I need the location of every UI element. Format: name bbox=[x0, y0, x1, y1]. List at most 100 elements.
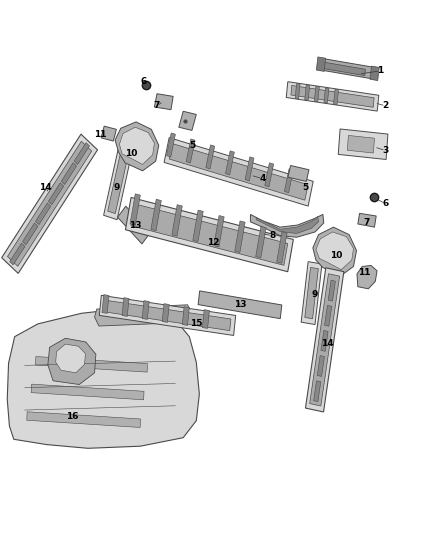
Polygon shape bbox=[357, 265, 377, 289]
Polygon shape bbox=[162, 304, 169, 322]
Polygon shape bbox=[118, 206, 150, 244]
Text: 11: 11 bbox=[358, 269, 370, 277]
Polygon shape bbox=[2, 134, 98, 273]
Polygon shape bbox=[324, 88, 329, 103]
Polygon shape bbox=[277, 232, 287, 263]
Polygon shape bbox=[347, 135, 374, 153]
Polygon shape bbox=[202, 310, 209, 328]
Polygon shape bbox=[23, 223, 38, 245]
Polygon shape bbox=[102, 295, 109, 313]
Polygon shape bbox=[370, 66, 379, 80]
Polygon shape bbox=[108, 155, 128, 214]
Text: 5: 5 bbox=[302, 183, 309, 192]
Text: 7: 7 bbox=[154, 101, 160, 110]
Text: 1: 1 bbox=[378, 67, 384, 75]
Polygon shape bbox=[321, 62, 365, 76]
Polygon shape bbox=[291, 85, 374, 107]
Text: 5: 5 bbox=[190, 141, 196, 150]
Polygon shape bbox=[35, 357, 148, 372]
Polygon shape bbox=[154, 94, 173, 110]
Polygon shape bbox=[214, 215, 224, 247]
Polygon shape bbox=[49, 183, 64, 205]
Polygon shape bbox=[305, 268, 344, 412]
Polygon shape bbox=[295, 84, 300, 99]
Polygon shape bbox=[256, 227, 266, 258]
Polygon shape bbox=[151, 199, 161, 231]
Text: 4: 4 bbox=[259, 174, 266, 183]
Polygon shape bbox=[61, 163, 77, 184]
Polygon shape bbox=[319, 58, 377, 79]
Text: 7: 7 bbox=[364, 219, 370, 228]
Text: 8: 8 bbox=[269, 231, 276, 240]
Polygon shape bbox=[104, 300, 231, 330]
Polygon shape bbox=[301, 262, 322, 325]
Polygon shape bbox=[48, 338, 96, 384]
Polygon shape bbox=[310, 274, 339, 406]
Polygon shape bbox=[317, 356, 325, 376]
Polygon shape bbox=[95, 305, 192, 326]
Polygon shape bbox=[256, 216, 318, 233]
Polygon shape bbox=[182, 306, 189, 325]
Text: 6: 6 bbox=[383, 199, 389, 208]
Polygon shape bbox=[198, 291, 282, 319]
Polygon shape bbox=[74, 143, 89, 164]
Polygon shape bbox=[321, 330, 328, 351]
Polygon shape bbox=[305, 85, 310, 100]
Polygon shape bbox=[131, 204, 288, 265]
Polygon shape bbox=[27, 411, 141, 427]
Polygon shape bbox=[251, 214, 324, 237]
Polygon shape bbox=[122, 297, 129, 317]
Text: 3: 3 bbox=[383, 146, 389, 155]
Polygon shape bbox=[120, 127, 154, 165]
Text: 16: 16 bbox=[67, 412, 79, 421]
Polygon shape bbox=[104, 149, 132, 220]
Polygon shape bbox=[7, 308, 199, 448]
Polygon shape bbox=[235, 221, 245, 253]
Text: 9: 9 bbox=[113, 183, 120, 192]
Polygon shape bbox=[314, 381, 321, 401]
Text: 13: 13 bbox=[234, 300, 246, 309]
Polygon shape bbox=[169, 143, 308, 200]
Polygon shape bbox=[265, 163, 274, 187]
Polygon shape bbox=[226, 151, 234, 175]
Text: 12: 12 bbox=[208, 238, 220, 247]
Text: 14: 14 bbox=[39, 183, 52, 192]
Polygon shape bbox=[7, 141, 92, 266]
Polygon shape bbox=[314, 86, 319, 102]
Polygon shape bbox=[56, 344, 85, 373]
Text: 11: 11 bbox=[94, 130, 106, 139]
Polygon shape bbox=[125, 198, 293, 272]
Polygon shape bbox=[316, 232, 353, 270]
Polygon shape bbox=[338, 129, 388, 159]
Polygon shape bbox=[35, 203, 51, 225]
Polygon shape bbox=[305, 268, 318, 319]
Polygon shape bbox=[286, 82, 379, 111]
Polygon shape bbox=[166, 133, 175, 157]
Polygon shape bbox=[179, 111, 196, 131]
Polygon shape bbox=[101, 126, 117, 141]
Polygon shape bbox=[333, 89, 339, 104]
Polygon shape bbox=[172, 205, 182, 236]
Text: 9: 9 bbox=[312, 289, 318, 298]
Polygon shape bbox=[316, 57, 325, 71]
Polygon shape bbox=[284, 169, 293, 193]
Polygon shape bbox=[358, 213, 376, 227]
Polygon shape bbox=[313, 227, 357, 276]
Text: 13: 13 bbox=[129, 221, 141, 230]
Polygon shape bbox=[31, 384, 144, 400]
Text: 2: 2 bbox=[383, 101, 389, 110]
Polygon shape bbox=[325, 305, 332, 326]
Polygon shape bbox=[245, 157, 254, 181]
Polygon shape bbox=[186, 139, 195, 163]
Polygon shape bbox=[206, 145, 215, 169]
Polygon shape bbox=[142, 301, 149, 319]
Text: 10: 10 bbox=[330, 252, 342, 260]
Polygon shape bbox=[115, 122, 159, 171]
Text: 15: 15 bbox=[190, 319, 202, 328]
Polygon shape bbox=[328, 280, 336, 301]
Text: 10: 10 bbox=[125, 149, 137, 158]
Polygon shape bbox=[99, 295, 236, 335]
Polygon shape bbox=[164, 138, 313, 206]
Polygon shape bbox=[130, 194, 140, 225]
Polygon shape bbox=[10, 243, 25, 265]
